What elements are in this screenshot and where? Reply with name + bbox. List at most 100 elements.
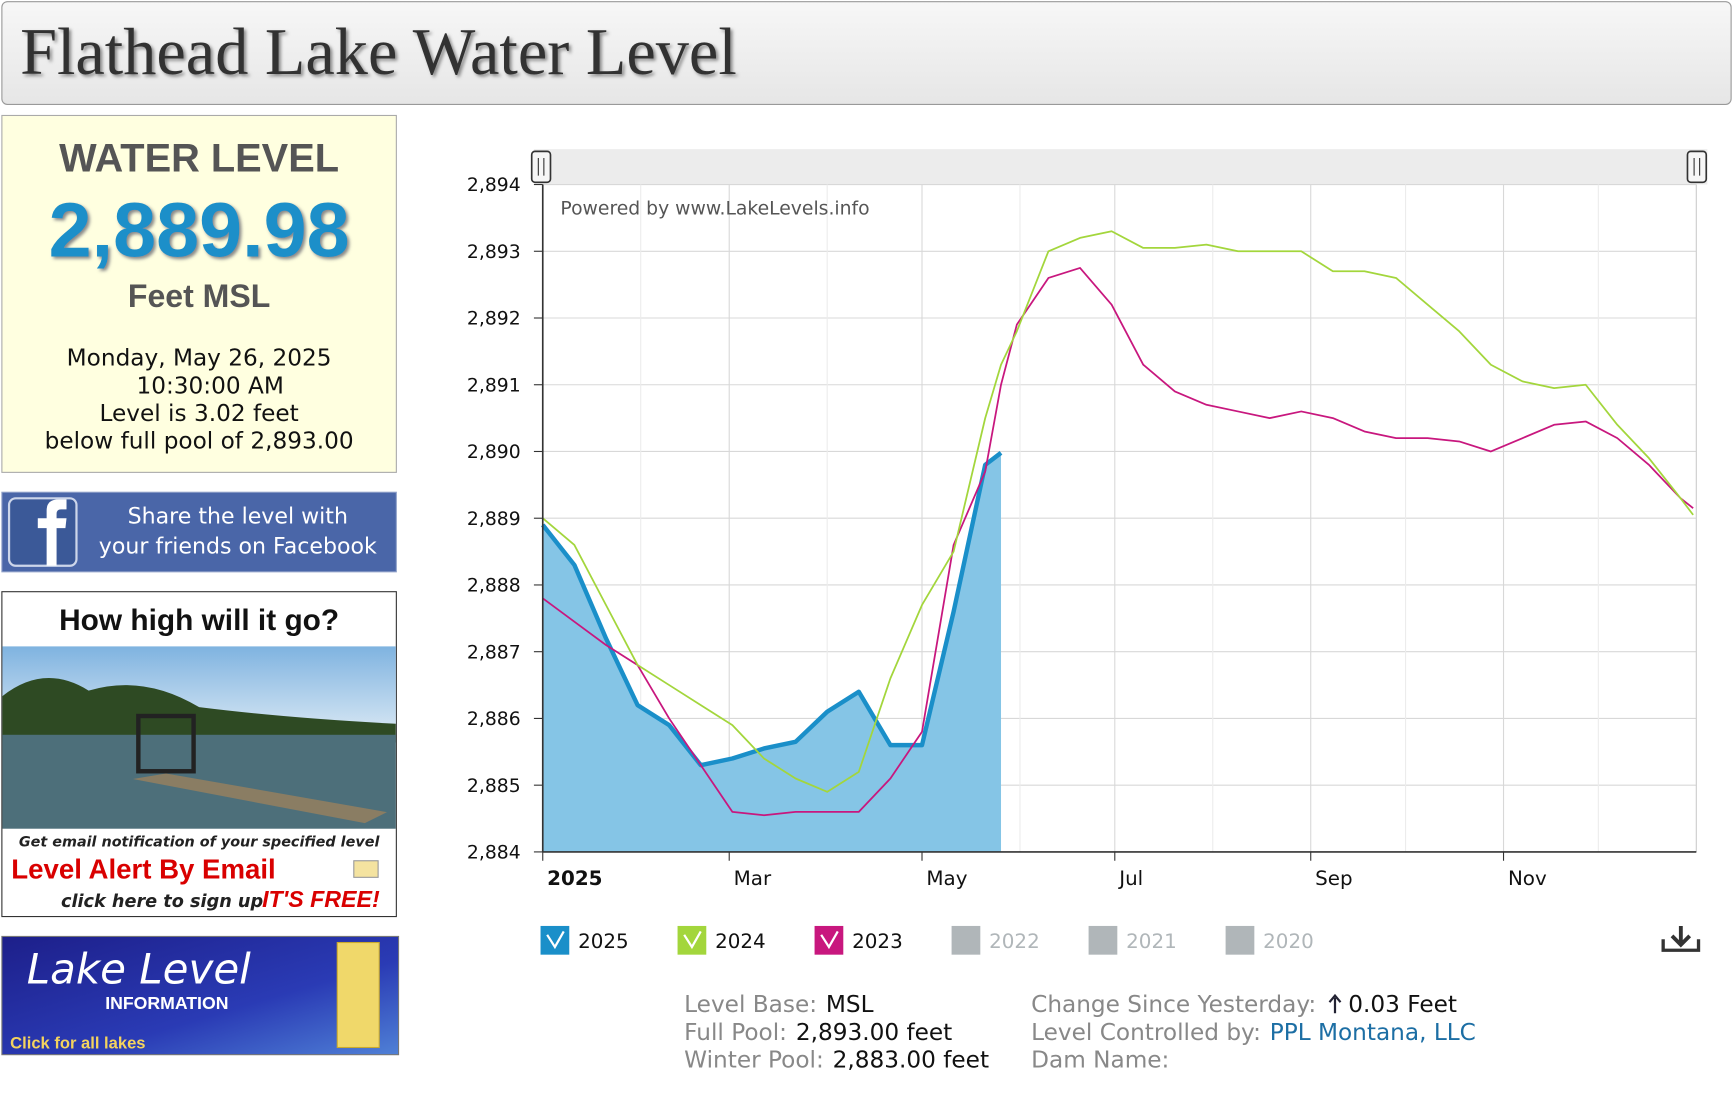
ad-signup: click here to sign up <box>61 892 263 912</box>
up-arrow <box>1328 993 1342 1014</box>
facebook-logo <box>7 497 78 567</box>
legend-label: 2021 <box>1126 930 1177 953</box>
legend-check <box>546 930 565 950</box>
handle-grip <box>1693 158 1701 176</box>
ad-photo-dock <box>132 773 387 824</box>
info-row: Winter Pool: 2,883.00 feet <box>684 1046 989 1073</box>
y-tick-label: 2,894 <box>467 175 521 196</box>
handle-right[interactable] <box>1686 150 1708 184</box>
download-button[interactable] <box>1661 925 1701 952</box>
legend-check <box>683 930 702 950</box>
lake-level-banner[interactable]: Lake Level INFORMATION Click for all lak… <box>1 935 400 1056</box>
info-row: Level Base: MSL <box>684 991 873 1018</box>
legend-check <box>820 930 839 950</box>
legend-label: 2023 <box>852 930 903 953</box>
y-tick-label: 2,888 <box>467 576 521 597</box>
download-arrow <box>1670 925 1692 948</box>
info-label: Change Since Yesterday: <box>1031 991 1316 1018</box>
ad-envelope <box>353 860 379 878</box>
info-value: 2,883.00 feet <box>833 1046 989 1073</box>
facebook-banner[interactable]: Share the level with your friends on Fac… <box>1 491 397 573</box>
legend-checkbox <box>1225 925 1255 955</box>
info-value: MSL <box>826 991 874 1018</box>
navigator-handle[interactable] <box>530 150 552 184</box>
level-status: Level is 3.02 feet <box>99 400 298 427</box>
handle-left[interactable] <box>530 150 552 184</box>
banner-title: Lake Level <box>27 944 251 993</box>
navigator <box>533 149 1708 185</box>
chart: Powered by www.LakeLevels.info 2,8842,88… <box>467 149 1708 955</box>
grid <box>542 183 1697 853</box>
level-value: 2,889.98 <box>49 187 350 273</box>
download-tray <box>1661 939 1701 952</box>
ad-heading: How high will it go? <box>59 604 339 637</box>
y-tick-label: 2,893 <box>467 242 521 263</box>
x-tick-label: Nov <box>1508 867 1547 890</box>
y-tick-label: 2,886 <box>467 709 521 730</box>
info-label: Dam Name: <box>1031 1046 1169 1073</box>
handle-grip <box>537 158 545 176</box>
x-tick-label: Sep <box>1315 867 1352 890</box>
info-label: Winter Pool: <box>684 1046 824 1073</box>
navigator-handle[interactable] <box>1686 150 1708 184</box>
legend-label: 2024 <box>715 930 766 953</box>
y-tick-label: 2,887 <box>467 642 521 663</box>
legend-item[interactable]: 2020 <box>1225 925 1314 955</box>
axes: 2,884 2,885 2,886 2,887 2,888 2,889 2,890 2,891… <box>467 175 1697 890</box>
legend-item[interactable]: 2022 <box>951 925 1040 955</box>
x-tick-label: 2025 <box>547 867 602 890</box>
area <box>542 452 1002 852</box>
banner-subtitle: INFORMATION <box>105 993 228 1013</box>
legend-checkbox <box>1088 925 1118 955</box>
legend-item[interactable]: 2025 <box>540 925 629 955</box>
level-box <box>1 114 397 473</box>
legend-checkbox <box>951 925 981 955</box>
watermark: Powered by www.LakeLevels.info <box>560 198 869 219</box>
legend-item[interactable]: 2023 <box>814 925 903 955</box>
y-tick-label: 2,884 <box>467 843 521 864</box>
level-heading: WATER LEVEL <box>59 136 339 180</box>
legend-label: 2025 <box>578 930 629 953</box>
level-unit: Feet MSL <box>128 278 270 314</box>
legend: 2025 2024 2023 2022 2021 2020 <box>540 925 1314 955</box>
info-label: Level Controlled by: <box>1031 1019 1261 1046</box>
series-line <box>541 451 1003 768</box>
y-tick-label: 2,891 <box>467 375 521 396</box>
lake-info: Level Base: MSL Full Pool: 2,893.00 feet W… <box>684 991 1476 1073</box>
legend-checkbox <box>677 925 707 955</box>
y-tick-label: 2,892 <box>467 309 521 330</box>
banner-bg <box>1 935 400 1056</box>
page-title: Flathead Lake Water Level <box>20 16 737 89</box>
ad-note: Get email notification of your specified… <box>19 834 381 850</box>
x-tick-label: Jul <box>1117 867 1143 890</box>
legend-label: 2020 <box>1263 930 1314 953</box>
alert-ad[interactable]: How high will it go? Get email notificat… <box>1 591 397 918</box>
facebook-text: Share the level with <box>128 504 348 530</box>
x-tick-label: May <box>926 867 967 890</box>
ad-photo-lift <box>136 713 196 774</box>
y-tick-label: 2,885 <box>467 776 521 797</box>
banner-ruler <box>336 941 380 1049</box>
ad-photo-trees <box>2 678 396 743</box>
legend-item[interactable]: 2021 <box>1088 925 1177 955</box>
level-time: 10:30:00 AM <box>136 372 283 399</box>
info-value: 2,893.00 feet <box>796 1019 952 1046</box>
facebook-f <box>37 499 67 566</box>
operator-link[interactable]: PPL Montana, LLC <box>1270 1019 1476 1046</box>
header-bar <box>1 1 1732 105</box>
legend-label: 2022 <box>989 930 1040 953</box>
banner-link: Click for all lakes <box>10 1034 145 1053</box>
info-row: Full Pool: 2,893.00 feet <box>684 1019 952 1046</box>
ad-free: IT'S FREE! <box>262 886 380 912</box>
y-tick-label: 2,890 <box>467 442 521 463</box>
ad-title: Level Alert By Email <box>11 853 275 884</box>
level-date: Monday, May 26, 2025 <box>67 345 332 372</box>
info-label: Full Pool: <box>684 1019 787 1046</box>
info-row: Level Controlled by: PPL Montana, LLC <box>1031 1019 1476 1046</box>
series-line <box>542 230 1694 793</box>
series-line <box>542 267 1694 817</box>
legend-item[interactable]: 2024 <box>677 925 766 955</box>
y-tick-label: 2,889 <box>467 509 521 530</box>
